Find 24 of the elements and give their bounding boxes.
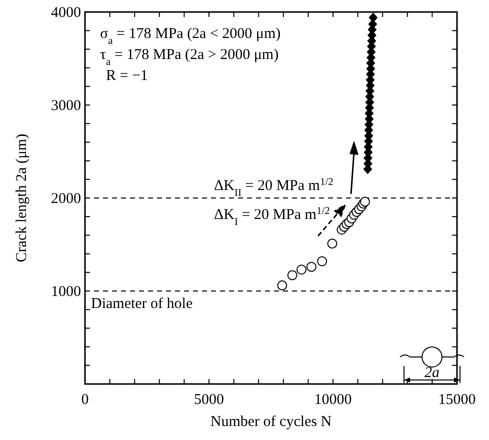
annotation: 2a — [424, 365, 440, 381]
point — [306, 262, 316, 272]
y-tick-label: 2000 — [51, 191, 81, 207]
point — [277, 280, 288, 290]
x-tick-label: 0 — [81, 392, 89, 408]
y-tick-label: 3000 — [51, 98, 81, 114]
x-axis-title: Number of cycles N — [210, 414, 332, 430]
point — [296, 264, 307, 275]
y-axis-title: Crack length 2a (μm) — [14, 134, 30, 262]
x-tick-label: 5000 — [194, 392, 224, 408]
y-tick-label: 1000 — [51, 284, 81, 300]
point — [368, 12, 378, 23]
annotation: R = −1 — [106, 68, 148, 84]
y-tick-label: 4000 — [51, 5, 81, 21]
point — [287, 270, 298, 280]
annotation: τ$_{a}$ = 178 MPa (2a > 2000 μm) — [100, 47, 279, 68]
x-tick-label: 15000 — [438, 392, 476, 408]
annotation: σ$_{a}$ = 178 MPa (2a < 2000 μm) — [100, 26, 281, 46]
point — [327, 238, 338, 249]
annotation: ΔK$_{I}$ = 20 MPa m$^{1/2}$ — [214, 206, 330, 228]
ref-line-label: Diameter of hole — [91, 296, 193, 312]
x-tick-label: 10000 — [314, 392, 352, 408]
point — [317, 256, 328, 266]
annotation: ΔK$_{II}$ = 20 MPa m$^{1/2}$ — [214, 176, 334, 198]
